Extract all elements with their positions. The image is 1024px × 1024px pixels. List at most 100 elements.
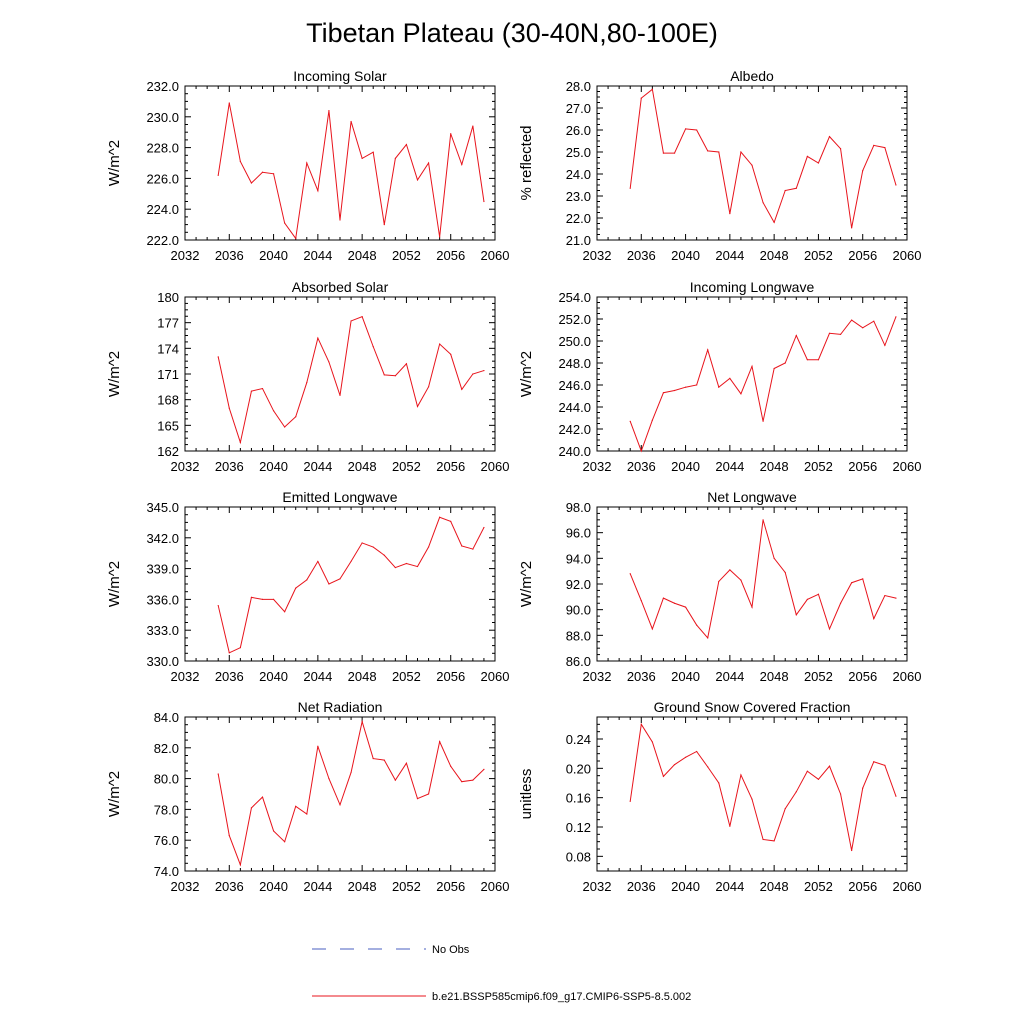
data-point	[740, 774, 742, 776]
data-point	[427, 546, 430, 548]
y-tick-label: 0.16	[566, 791, 591, 806]
data-point	[228, 834, 230, 837]
data-point	[729, 569, 731, 571]
y-tick-label: 336.0	[146, 592, 179, 607]
x-tick-label: 2056	[436, 459, 465, 474]
data-point	[718, 386, 720, 388]
data-point	[707, 766, 709, 768]
data-point	[862, 327, 864, 329]
panel-title: Incoming Solar	[293, 68, 387, 84]
y-tick-label: 248.0	[558, 356, 591, 371]
panel-title: Emitted Longwave	[282, 489, 397, 505]
x-tick-label: 2032	[583, 459, 612, 474]
x-tick-label: 2060	[481, 459, 510, 474]
data-point	[416, 565, 419, 568]
data-point	[272, 830, 275, 832]
x-tick-label: 2036	[627, 879, 656, 894]
y-axis-label: W/m^2	[106, 561, 123, 607]
x-tick-label: 2048	[760, 248, 789, 263]
x-tick-label: 2044	[303, 879, 332, 894]
data-point	[295, 805, 297, 807]
x-tick-label: 2040	[671, 459, 700, 474]
data-point	[629, 420, 631, 422]
data-point	[862, 787, 864, 789]
data-point	[461, 388, 463, 390]
y-axis-label: W/m^2	[106, 771, 123, 817]
data-point	[740, 579, 742, 581]
data-point	[483, 369, 485, 372]
data-point	[640, 723, 642, 725]
data-point	[217, 356, 219, 358]
data-point	[250, 390, 253, 392]
x-tick-label: 2032	[171, 879, 200, 894]
y-tick-label: 246.0	[558, 378, 591, 393]
data-point	[662, 152, 665, 154]
data-point	[817, 593, 820, 595]
data-point	[405, 562, 408, 565]
legend-obs-label: No Obs	[432, 944, 470, 956]
y-tick-label: 333.0	[146, 623, 179, 638]
x-tick-label: 2036	[627, 459, 656, 474]
y-tick-label: 21.0	[566, 233, 591, 248]
data-point	[795, 334, 797, 337]
data-point	[405, 762, 408, 764]
data-point	[372, 346, 374, 348]
x-tick-label: 2044	[303, 459, 332, 474]
y-tick-label: 0.12	[566, 820, 591, 835]
data-point	[673, 602, 676, 604]
data-point	[416, 179, 419, 181]
y-tick-label: 222.0	[146, 233, 179, 248]
x-tick-label: 2060	[481, 669, 510, 684]
data-point	[339, 804, 341, 806]
panel-net-longwave: 2032 2036 2040 2044 2048 2052 2056 2060 86.0 88.0…	[518, 489, 921, 684]
data-point	[795, 187, 797, 189]
data-point	[773, 840, 775, 842]
x-tick-label: 2040	[259, 248, 288, 263]
y-tick-label: 23.0	[566, 189, 591, 204]
data-point	[239, 864, 241, 866]
y-tick-label: 250.0	[558, 334, 591, 349]
data-point	[839, 602, 842, 604]
data-point	[718, 782, 720, 784]
x-tick-label: 2060	[481, 248, 510, 263]
legend-model-label: b.e21.BSSP585cmip6.f09_g17.CMIP6-SSP5-8.…	[432, 991, 691, 1003]
x-tick-label: 2048	[348, 879, 377, 894]
data-point	[817, 778, 820, 780]
y-tick-label: 240.0	[558, 444, 591, 459]
data-point	[439, 516, 441, 518]
y-tick-label: 242.0	[558, 422, 591, 437]
data-point	[784, 808, 786, 810]
x-tick-label: 2052	[804, 248, 833, 263]
data-point	[372, 757, 374, 760]
x-tick-label: 2040	[259, 879, 288, 894]
data-point	[651, 419, 653, 421]
data-point	[372, 151, 374, 153]
data-point	[239, 160, 241, 163]
data-point	[361, 721, 363, 723]
panel-absorbed-solar: 2032 2036 2040 2044 2048 2052 2056 2060 162 165 16…	[106, 279, 509, 474]
data-point	[284, 426, 286, 428]
x-tick-label: 2036	[215, 669, 244, 684]
data-point	[350, 560, 352, 563]
data-point	[862, 578, 864, 580]
data-point	[751, 798, 753, 800]
data-point	[839, 148, 842, 150]
y-tick-label: 88.0	[566, 628, 591, 643]
data-point	[328, 778, 330, 780]
data-point	[317, 560, 319, 563]
x-tick-label: 2044	[715, 248, 744, 263]
x-tick-label: 2052	[392, 879, 421, 894]
data-point	[895, 795, 897, 797]
data-point	[217, 174, 219, 176]
data-point	[306, 162, 308, 164]
y-tick-label: 252.0	[558, 312, 591, 327]
data-point	[651, 88, 653, 90]
panel-incoming-longwave: 2032 2036 2040 2044 2048 2052 2056 2060 240.0 242…	[518, 279, 921, 474]
figure-title: Tibetan Plateau (30-40N,80-100E)	[306, 18, 718, 48]
y-tick-label: 0.24	[566, 732, 591, 747]
x-tick-label: 2044	[715, 669, 744, 684]
y-tick-label: 165	[157, 418, 179, 433]
data-point	[784, 189, 786, 192]
data-point	[317, 337, 319, 339]
